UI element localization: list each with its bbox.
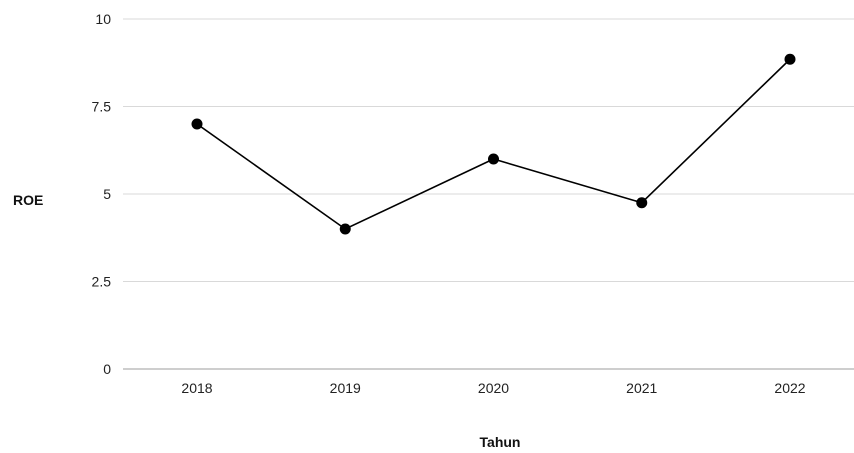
y-tick-label: 10 [95,11,111,27]
data-point [488,153,499,165]
series [191,53,796,235]
data-point [339,223,351,235]
x-axis-title: Tahun [480,434,521,450]
data-point [784,53,796,65]
x-tick-label: 2018 [181,380,212,396]
data-point [191,118,203,130]
series-line [196,58,791,230]
x-axis-ticks: 2018 2019 2020 2021 2022 [181,380,805,396]
y-tick-label: 5 [103,186,111,202]
y-axis-title: ROE [13,192,43,208]
y-tick-label: 7.5 [92,99,112,115]
x-tick-label: 2020 [478,380,509,396]
x-tick-label: 2019 [330,380,361,396]
y-tick-label: 2.5 [92,274,112,290]
x-tick-label: 2022 [774,380,805,396]
y-tick-label: 0 [103,361,111,377]
x-tick-label: 2021 [626,380,657,396]
y-axis-ticks: 0 2.5 5 7.5 10 [92,11,112,377]
data-point [636,197,648,209]
grid [123,18,854,370]
